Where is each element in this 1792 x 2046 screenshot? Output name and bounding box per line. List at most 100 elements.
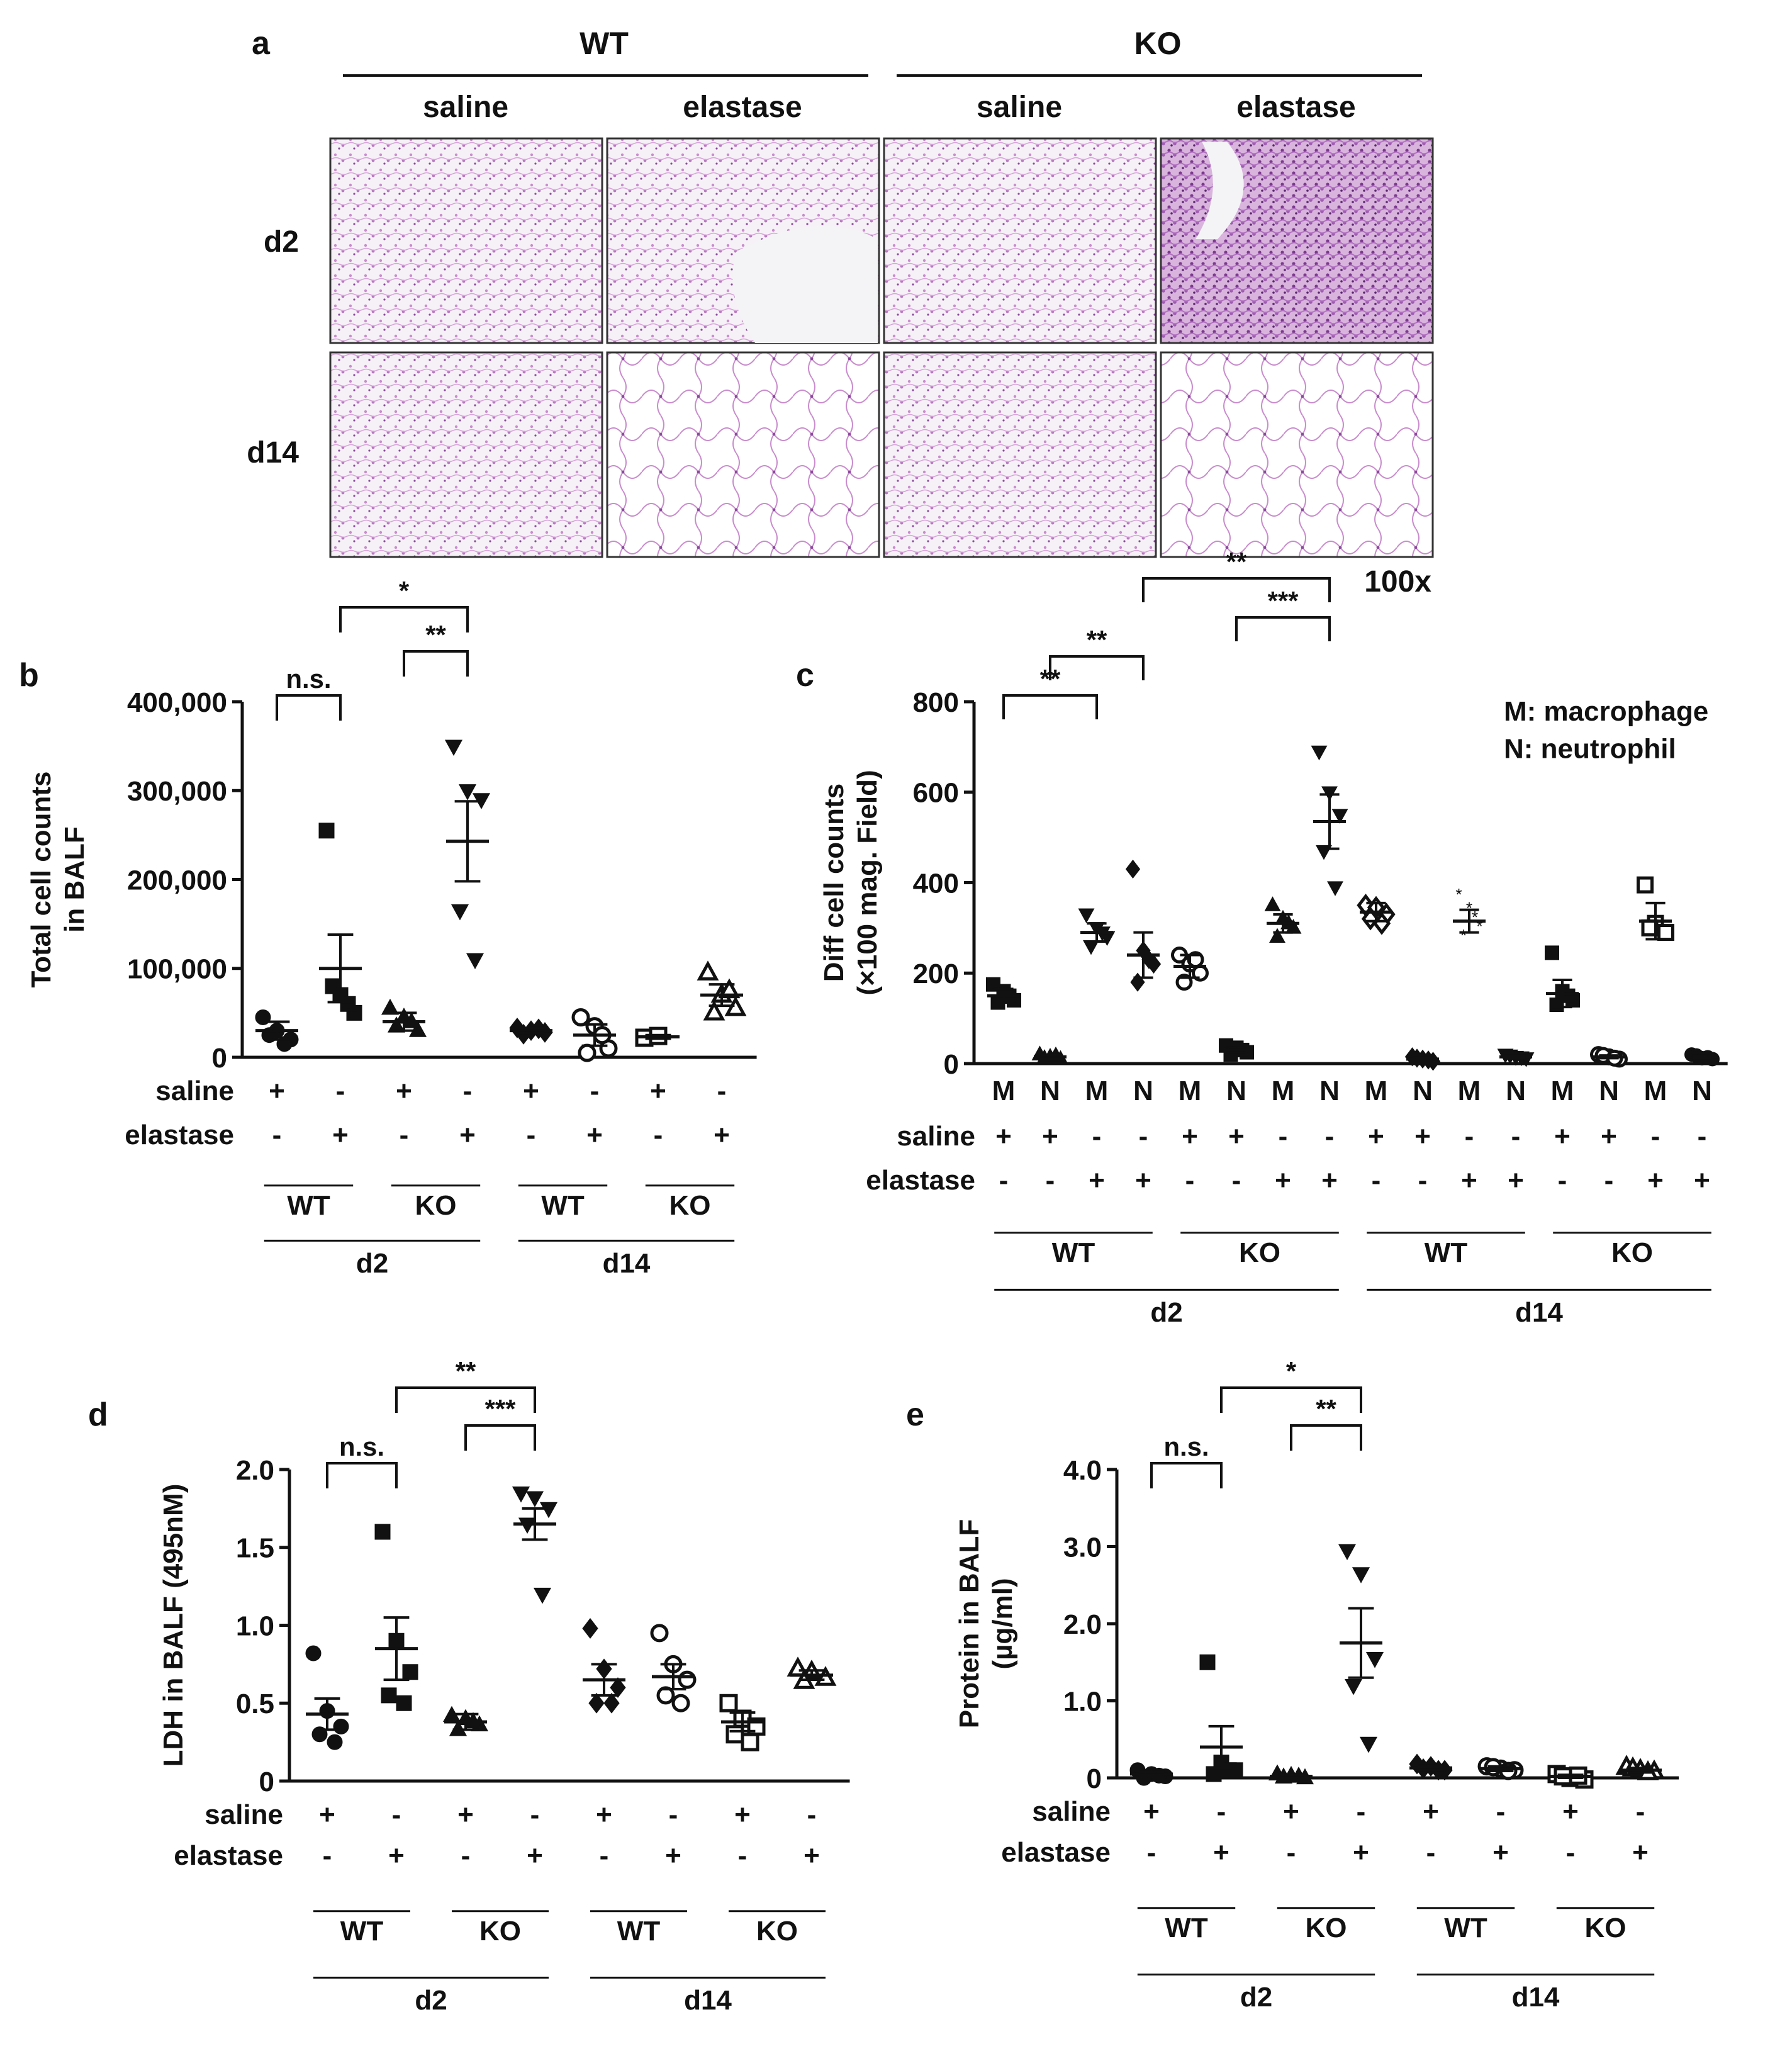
genotype-label: KO <box>1306 1913 1347 1943</box>
elastase-mark: + <box>332 1120 349 1150</box>
significance-bracket <box>326 1462 398 1488</box>
day-label: d2 <box>356 1248 388 1279</box>
data-point <box>603 1692 620 1714</box>
y-tick-label: 1.0 <box>1063 1686 1102 1717</box>
saline-mark: + <box>1143 1796 1160 1827</box>
saline-mark: + <box>319 1799 335 1830</box>
saline-mark: + <box>1228 1121 1245 1152</box>
y-tick-label: 800 <box>913 687 959 718</box>
elastase-mark: - <box>527 1120 536 1150</box>
significance-bracket <box>464 1424 536 1451</box>
data-point <box>449 1719 468 1736</box>
saline-mark: - <box>1465 1121 1474 1152</box>
magnification-label: 100x <box>1364 565 1431 599</box>
significance-label: ** <box>1087 625 1107 655</box>
significance-bracket <box>1290 1424 1362 1451</box>
data-point <box>1637 876 1654 894</box>
y-tick-label: 100,000 <box>127 954 227 985</box>
y-tick-label: 200 <box>913 958 959 989</box>
histology-image-d14-wt-saline <box>329 351 603 558</box>
elastase-mark: + <box>1353 1837 1369 1868</box>
elastase-mark: + <box>1694 1165 1710 1196</box>
significance-label: *** <box>485 1394 517 1424</box>
legend-entry: N: neutrophil <box>1504 733 1676 764</box>
y-tick-label: 1.5 <box>236 1533 274 1564</box>
elastase-mark: + <box>388 1840 405 1871</box>
category-label: M <box>1179 1076 1202 1106</box>
elastase-mark: + <box>1213 1837 1229 1868</box>
saline-mark: - <box>1325 1121 1335 1152</box>
significance-bracket <box>395 1386 536 1413</box>
histology-image-d2-ko-saline <box>883 137 1157 344</box>
saline-mark: - <box>590 1076 600 1106</box>
y-tick-label: 400,000 <box>127 687 227 718</box>
saline-mark: - <box>1217 1796 1226 1827</box>
y-axis-label: LDH in BALF (495nM) <box>158 1484 189 1767</box>
airspace <box>1196 142 1244 239</box>
data-point: * <box>1460 926 1467 945</box>
saline-mark: + <box>596 1799 612 1830</box>
data-point <box>512 1487 530 1503</box>
data-point: * <box>1476 917 1482 936</box>
treatment-label-wt-saline: saline <box>423 91 508 124</box>
genotype-label: WT <box>617 1916 661 1947</box>
significance-label: ** <box>1316 1394 1336 1424</box>
data-point <box>1221 1762 1237 1779</box>
data-point <box>387 1016 406 1033</box>
category-label: M <box>1272 1076 1295 1106</box>
elastase-mark: - <box>1046 1165 1055 1196</box>
elastase-mark: - <box>1185 1165 1195 1196</box>
row-label-elastase: elastase <box>866 1165 975 1196</box>
significance-label: * <box>399 576 410 605</box>
y-tick-label: 0 <box>1087 1763 1102 1794</box>
elastase-mark: - <box>1558 1165 1567 1196</box>
histology-image-d14-ko-saline <box>883 351 1157 558</box>
elastase-mark: + <box>804 1840 820 1871</box>
saline-mark: + <box>269 1076 285 1106</box>
data-point <box>671 1694 690 1712</box>
saline-mark: - <box>530 1799 540 1830</box>
row-label-elastase: elastase <box>174 1840 283 1871</box>
saline-mark: + <box>1554 1121 1571 1152</box>
saline-mark: - <box>1496 1796 1506 1827</box>
elastase-mark: - <box>1372 1165 1381 1196</box>
elastase-mark: + <box>1632 1837 1649 1868</box>
treatment-label-ko-elastase: elastase <box>1236 91 1356 124</box>
data-point <box>1545 945 1559 960</box>
saline-mark: - <box>463 1076 473 1106</box>
panel-a-label: a <box>252 25 271 62</box>
data-point <box>1078 908 1095 924</box>
panel-d: d 0 0.5 1.0 1.5 2.0 LDH in BALF (495nM) n.s. **… <box>88 1356 850 2016</box>
elastase-mark: - <box>1147 1837 1156 1868</box>
data-point <box>1327 881 1343 896</box>
saline-mark: + <box>457 1799 474 1830</box>
data-point <box>305 1645 322 1661</box>
elastase-mark: - <box>1566 1837 1576 1868</box>
elastase-mark: - <box>1287 1837 1296 1868</box>
row-label-saline: saline <box>204 1799 283 1830</box>
saline-mark: - <box>336 1076 345 1106</box>
elastase-mark: + <box>1461 1165 1477 1196</box>
category-label: M <box>1365 1076 1388 1106</box>
significance-bracket <box>1220 1386 1362 1413</box>
data-point <box>451 904 469 921</box>
row-label-elastase: elastase <box>1001 1837 1111 1868</box>
elastase-mark: - <box>272 1120 282 1150</box>
row-label-saline: saline <box>1032 1796 1111 1827</box>
panel-e-label: e <box>906 1397 924 1433</box>
elastase-mark: - <box>1426 1837 1436 1868</box>
data-point <box>444 739 463 756</box>
elastase-mark: + <box>714 1120 730 1150</box>
histology-image-d2-ko-elastase <box>1160 137 1434 344</box>
treatment-label-wt-elastase: elastase <box>683 91 802 124</box>
elastase-mark: + <box>1321 1165 1338 1196</box>
category-label: N <box>1599 1076 1619 1106</box>
significance-label: *** <box>1268 586 1299 615</box>
data-point <box>719 1694 738 1712</box>
day-label: d2 <box>1150 1297 1182 1328</box>
saline-mark: + <box>523 1076 539 1106</box>
saline-mark: - <box>1698 1121 1707 1152</box>
significance-bracket <box>276 694 342 721</box>
saline-mark: + <box>396 1076 412 1106</box>
elastase-mark: + <box>665 1840 681 1871</box>
